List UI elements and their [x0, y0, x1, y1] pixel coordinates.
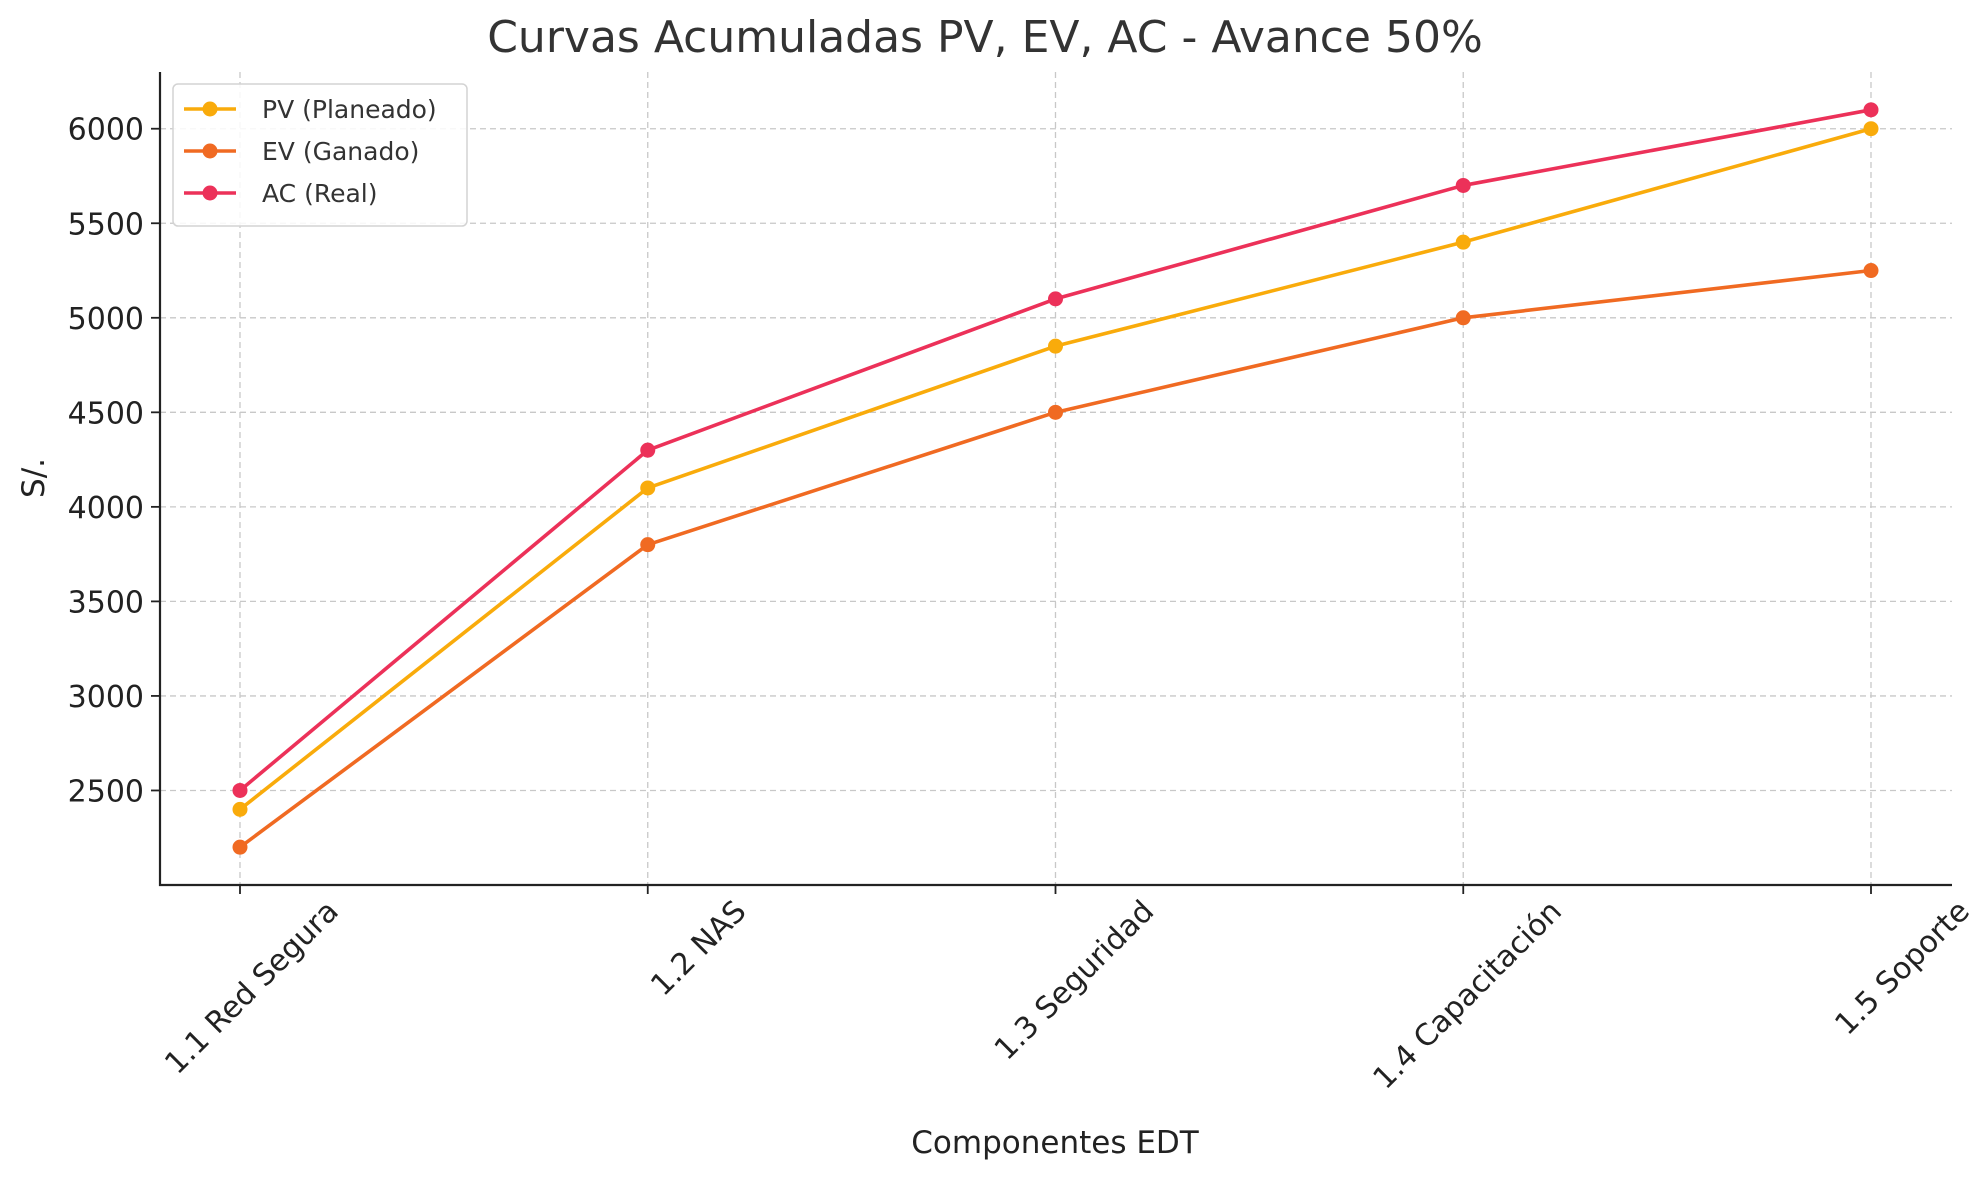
legend-entry: AC (Real): [184, 179, 377, 208]
data-point: [232, 782, 248, 798]
axis-spines: [158, 72, 1952, 887]
y-tick-label: 6000: [68, 113, 144, 148]
data-point: [1455, 234, 1471, 250]
legend-label: AC (Real): [262, 179, 377, 208]
series-1: [232, 263, 1879, 855]
data-point: [232, 839, 248, 855]
legend-marker: [202, 101, 218, 117]
series-0: [232, 121, 1879, 817]
y-tick-label: 2500: [68, 774, 144, 809]
x-tick-label: 1.4 Capacitación: [1367, 894, 1569, 1096]
y-tick-label: 4000: [68, 491, 144, 526]
data-point: [1863, 263, 1879, 279]
y-tick-label: 5000: [68, 302, 144, 337]
legend-entry: PV (Planeado): [184, 95, 437, 124]
y-tick-label: 5500: [68, 207, 144, 242]
y-tick-label: 3000: [68, 680, 144, 715]
data-point: [640, 480, 656, 496]
data-point: [1048, 404, 1063, 420]
series-line: [238, 108, 1872, 792]
data-point: [1048, 291, 1063, 307]
data-point: [1863, 121, 1879, 137]
data-point: [1048, 338, 1063, 354]
axes: [158, 72, 1952, 887]
legend-label: PV (Planeado): [262, 95, 437, 124]
tick-labels: 2500 3000 3500 4000 4500 5000 5500 6000 1.1 Red …: [68, 113, 1969, 1097]
data-point: [1863, 102, 1879, 118]
data-point: [640, 442, 656, 458]
legend: PV (Planeado) EV (Ganado) AC (Real): [172, 83, 468, 227]
series-layer: [232, 102, 1879, 855]
legend-entry: EV (Ganado): [184, 137, 419, 166]
legend-marker: [202, 143, 218, 159]
y-axis-label: S/.: [16, 458, 52, 498]
x-tick-label: 1.3 Seguridad: [988, 894, 1161, 1067]
data-point: [640, 537, 656, 553]
data-point: [1455, 310, 1471, 326]
data-point: [1455, 177, 1471, 193]
y-tick-label: 3500: [68, 585, 144, 620]
legend-box: [172, 83, 468, 227]
legend-marker: [202, 185, 218, 201]
x-tick-label: 1.2 NAS: [644, 894, 753, 1003]
data-point: [232, 801, 248, 817]
chart-title: Curvas Acumuladas PV, EV, AC - Avance 50…: [487, 12, 1483, 63]
y-tick-label: 4500: [68, 396, 144, 431]
x-tick-label: 1.1 Red Segura: [158, 894, 345, 1081]
x-axis-label: Componentes EDT: [911, 1125, 1200, 1161]
legend-label: EV (Ganado): [262, 137, 419, 166]
x-tick-label: 1.5 Soporte: [1828, 894, 1969, 1042]
series-2: [232, 102, 1879, 798]
